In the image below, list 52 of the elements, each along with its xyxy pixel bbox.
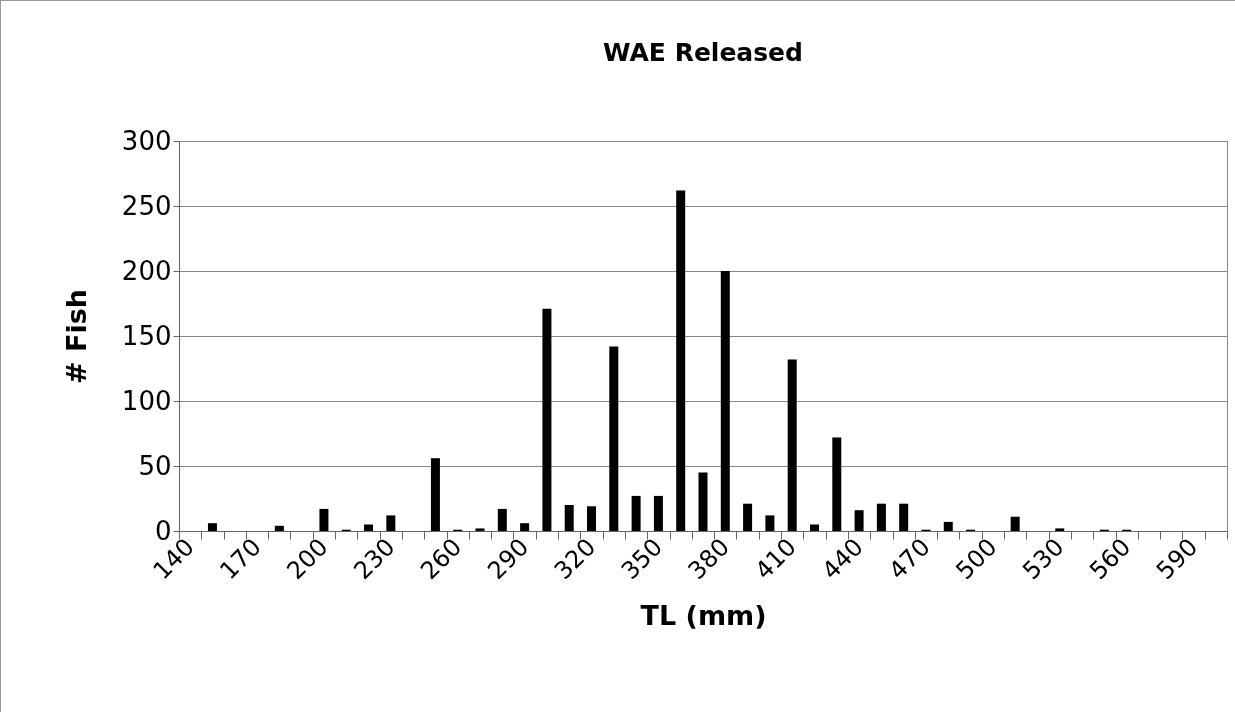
bar bbox=[542, 308, 552, 531]
x-tick-label: 530 bbox=[1017, 532, 1070, 586]
bar bbox=[319, 508, 329, 531]
y-axis-title: # Fish bbox=[60, 288, 92, 385]
bar bbox=[520, 523, 530, 531]
x-tick-label: 410 bbox=[749, 532, 802, 586]
bar bbox=[899, 503, 909, 531]
y-tick-label: 0 bbox=[154, 515, 172, 546]
x-tick-label: 320 bbox=[549, 532, 602, 586]
x-tick-label: 560 bbox=[1084, 532, 1137, 586]
y-tick-label: 100 bbox=[121, 385, 172, 416]
y-tick-label: 50 bbox=[138, 450, 172, 481]
bar bbox=[676, 190, 686, 531]
bar bbox=[207, 523, 217, 531]
y-tick-label: 250 bbox=[121, 190, 172, 221]
x-axis-title: TL (mm) bbox=[640, 600, 767, 632]
bar bbox=[475, 528, 485, 531]
x-tick-label: 500 bbox=[950, 532, 1003, 586]
bar bbox=[430, 458, 440, 531]
bar bbox=[1010, 516, 1020, 531]
bar bbox=[609, 346, 619, 531]
x-tick-label: 590 bbox=[1151, 532, 1204, 586]
bar bbox=[631, 495, 641, 531]
y-tick-label: 300 bbox=[121, 125, 172, 156]
bar bbox=[743, 503, 753, 531]
x-tick-label: 260 bbox=[415, 532, 468, 586]
x-tick-label: 440 bbox=[816, 532, 869, 586]
bar bbox=[698, 472, 708, 531]
x-tick-label: 290 bbox=[482, 532, 535, 586]
bar bbox=[364, 524, 374, 531]
bar bbox=[720, 271, 730, 531]
bar bbox=[274, 525, 284, 531]
bar bbox=[832, 437, 842, 531]
bar bbox=[564, 505, 574, 531]
chart-title: WAE Released bbox=[603, 38, 803, 67]
bar bbox=[943, 521, 953, 531]
bar bbox=[653, 495, 663, 531]
bar bbox=[386, 515, 396, 531]
bar bbox=[854, 510, 864, 531]
bar bbox=[876, 503, 886, 531]
x-tick-label: 170 bbox=[214, 532, 267, 586]
y-tick-label: 200 bbox=[121, 255, 172, 286]
bar bbox=[587, 506, 597, 531]
bar bbox=[809, 524, 819, 531]
bar bbox=[1055, 528, 1065, 531]
x-tick-label: 350 bbox=[615, 532, 669, 586]
bar bbox=[765, 515, 775, 531]
x-tick-label: 380 bbox=[682, 532, 735, 586]
bar bbox=[497, 508, 507, 531]
y-tick-label: 150 bbox=[121, 320, 172, 351]
x-tick-label: 470 bbox=[883, 532, 936, 586]
bar bbox=[787, 359, 797, 531]
